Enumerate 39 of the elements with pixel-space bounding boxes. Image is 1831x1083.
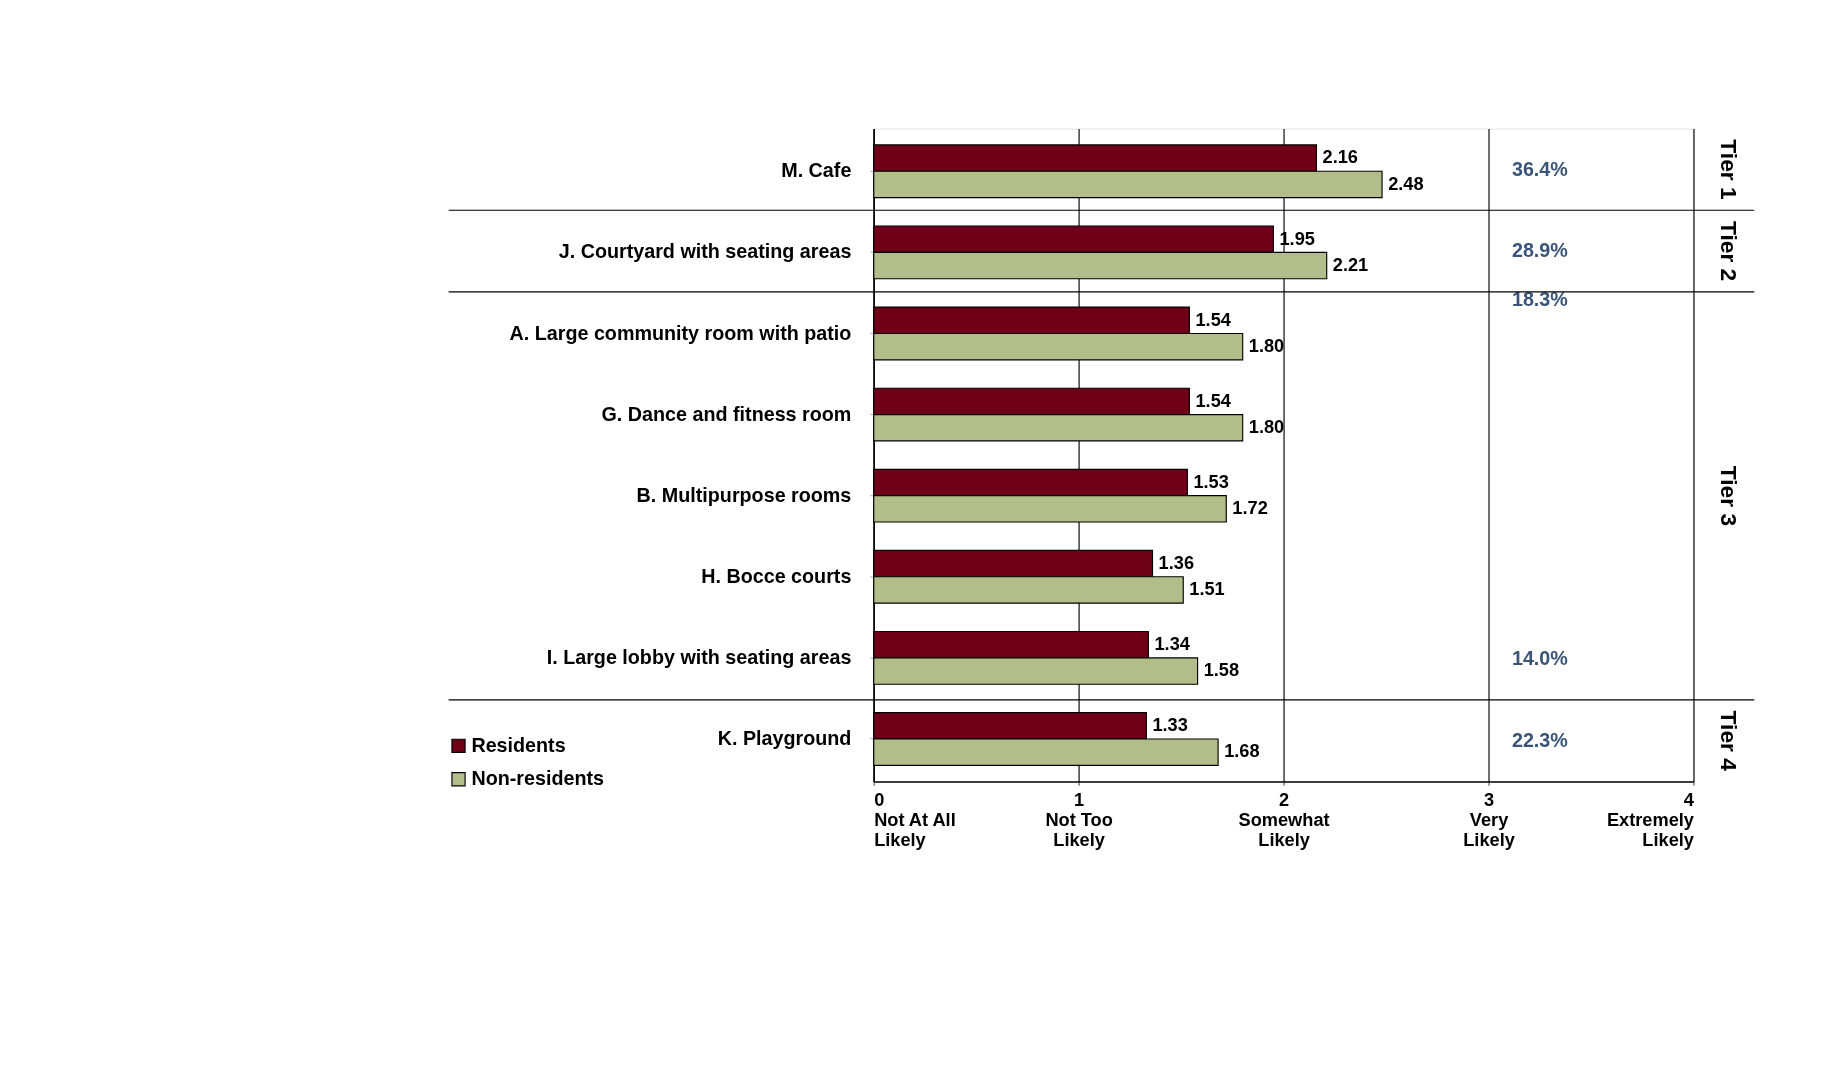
y-tick-label: J. Courtyard with seating areas [558, 240, 852, 263]
annotation: 28.9% [1511, 239, 1569, 262]
data-label: 1.54 [1195, 309, 1232, 330]
annotation: 36.4% [1511, 157, 1569, 180]
annotation: 14.0% [1511, 647, 1569, 670]
data-label: 1.72 [1232, 498, 1268, 519]
data-label: 1.51 [1189, 579, 1225, 600]
data-label: 1.58 [1203, 660, 1240, 681]
data-label: 2.16 [1322, 147, 1358, 168]
x-tick-label: 1 Not Too Likely [1045, 790, 1113, 850]
x-tick-label: 3 Very Likely [1463, 790, 1516, 850]
data-label: 2.21 [1332, 254, 1369, 275]
data-label: 2.48 [1388, 173, 1424, 194]
x-tick-label: 2 Somewhat Likely [1238, 790, 1330, 850]
text: Tier 1 [1715, 139, 1742, 200]
y-tick-label: I. Large lobby with seating areas [546, 645, 852, 668]
y-tick-label: H. Bocce courts [701, 564, 852, 587]
legend-label: Non-residents [471, 767, 605, 790]
y-tick-label: K. Playground [717, 727, 852, 750]
x-tick-label: 4 Extremely Likely [1606, 790, 1695, 850]
legend-label: Residents [471, 733, 566, 756]
y-tick-label: A. Large community room with patio [509, 321, 852, 344]
x-tick-label: 0 Not At All Likely [874, 790, 956, 850]
data-label: 1.36 [1158, 552, 1195, 573]
data-label: 1.33 [1152, 715, 1188, 736]
data-label: 1.80 [1248, 417, 1285, 438]
data-label: 1.54 [1195, 390, 1232, 411]
annotation: 18.3% [1511, 288, 1569, 311]
annotation: 22.3% [1511, 728, 1569, 751]
text: Tier 2 [1715, 220, 1742, 282]
data-label: 1.53 [1193, 471, 1229, 492]
y-tick-label: B. Multipurpose rooms [636, 483, 852, 506]
data-label: 1.34 [1154, 634, 1191, 654]
data-label: 1.68 [1224, 741, 1260, 762]
y-tick-label: M. Cafe [781, 159, 852, 182]
y-tick-label: G. Dance and fitness room [601, 402, 852, 425]
text: Tier 4 [1715, 710, 1742, 772]
data-label: 1.80 [1248, 335, 1285, 356]
text: Tier 3 [1715, 465, 1742, 527]
